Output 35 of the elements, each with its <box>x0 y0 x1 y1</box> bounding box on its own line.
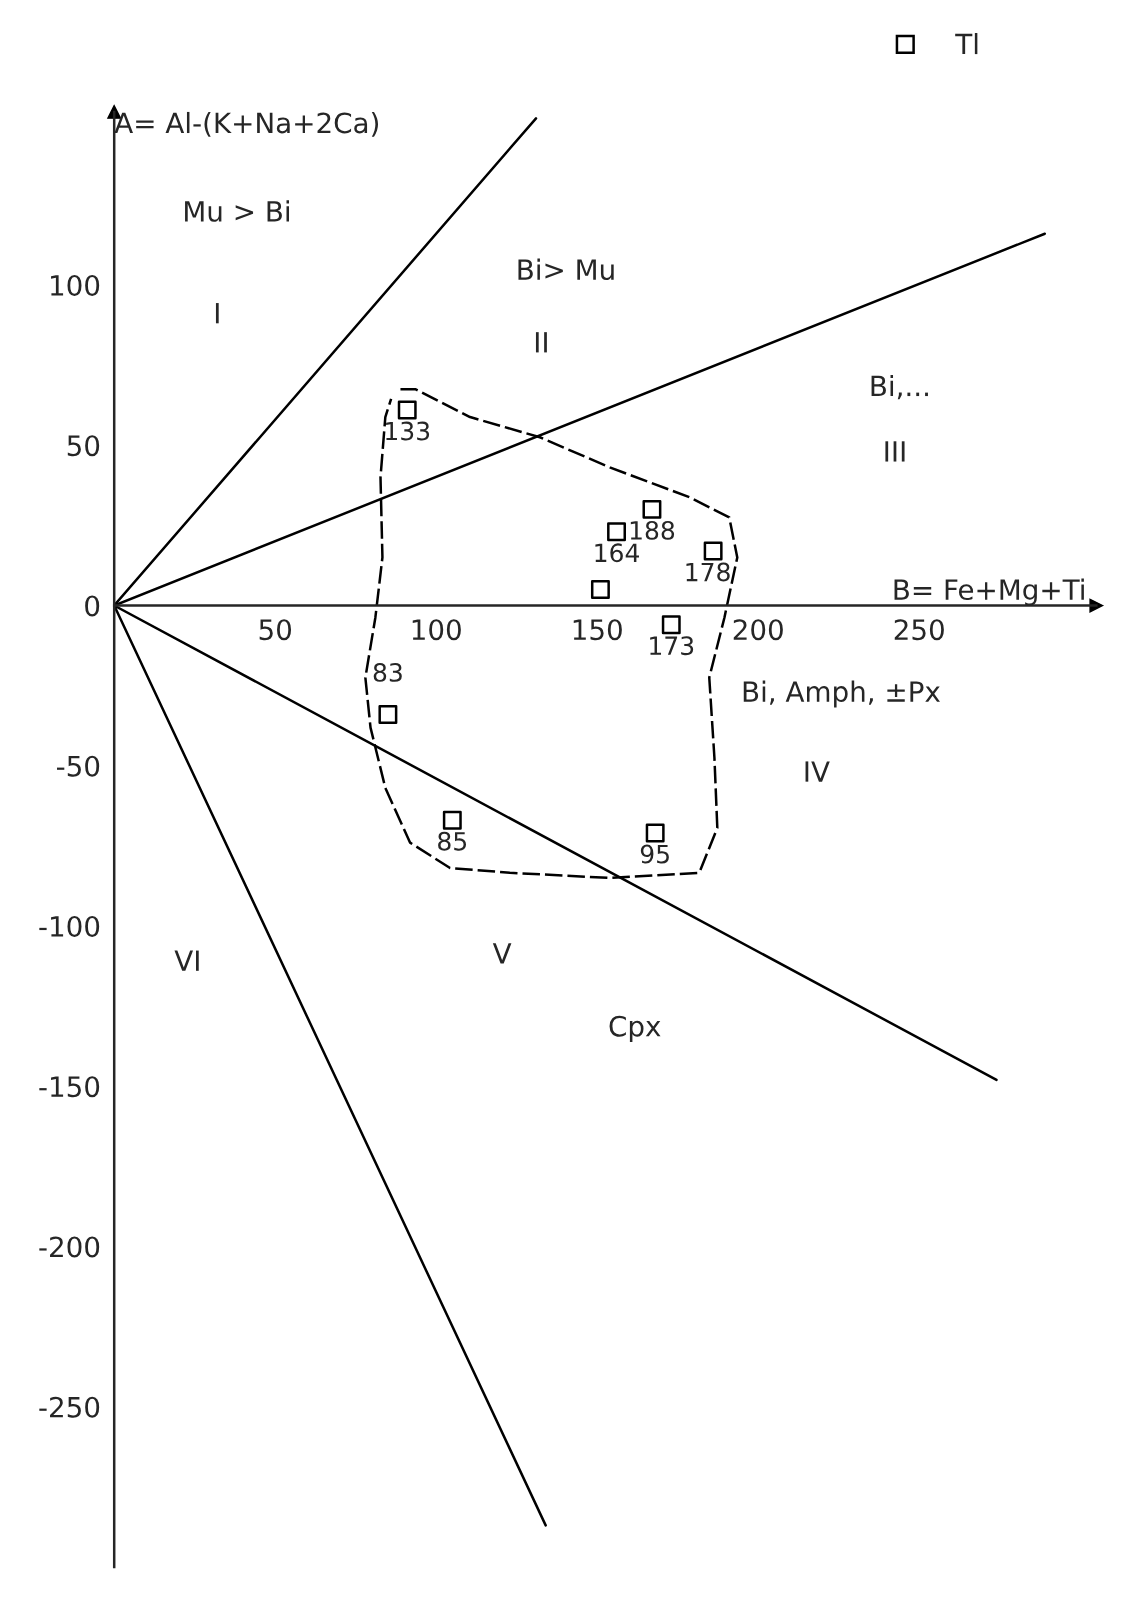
y-axis-title: A= Al-(K+Na+2Ca) <box>114 111 379 137</box>
x-axis-title: B= Fe+Mg+Ti <box>894 578 1084 606</box>
y-tick-label: -100 <box>39 915 100 937</box>
annotation: Mu > Bi <box>185 200 289 222</box>
annotation: 83 <box>373 662 402 682</box>
y-tick-label: -200 <box>39 1236 100 1258</box>
annotation: Bi, Amph, ±Px <box>743 680 940 708</box>
annotation: I <box>215 303 219 324</box>
annotation: II <box>535 332 547 353</box>
annotation: Cpx <box>609 1015 661 1043</box>
annotation: 178 <box>686 562 730 582</box>
annotation: VI <box>174 950 199 971</box>
x-tick-label: 250 <box>894 619 944 641</box>
legend-label: Tl <box>955 32 978 55</box>
annotation: 188 <box>630 520 675 540</box>
annotation: Bi,... <box>871 374 928 400</box>
annotation: 133 <box>386 421 430 441</box>
y-tick-label: -50 <box>57 755 100 777</box>
y-tick-label: 0 <box>85 595 100 617</box>
x-tick-label: 200 <box>733 619 783 641</box>
annotation: IV <box>805 761 830 782</box>
x-tick-label: 150 <box>573 619 622 641</box>
x-tick-label: 50 <box>259 619 292 641</box>
y-tick-label: 50 <box>67 435 100 457</box>
annotation: III <box>885 441 905 462</box>
annotation: 173 <box>650 636 694 656</box>
annotation: V <box>492 943 512 964</box>
annotation: 164 <box>595 543 639 563</box>
x-tick-label: 100 <box>412 619 461 641</box>
annotation: 95 <box>640 844 669 864</box>
annotation: 85 <box>438 831 467 851</box>
y-tick-label: -250 <box>39 1396 100 1418</box>
annotation: Bi> Mu <box>518 258 614 281</box>
y-tick-label: 100 <box>51 274 100 296</box>
y-tick-label: -150 <box>39 1076 100 1098</box>
